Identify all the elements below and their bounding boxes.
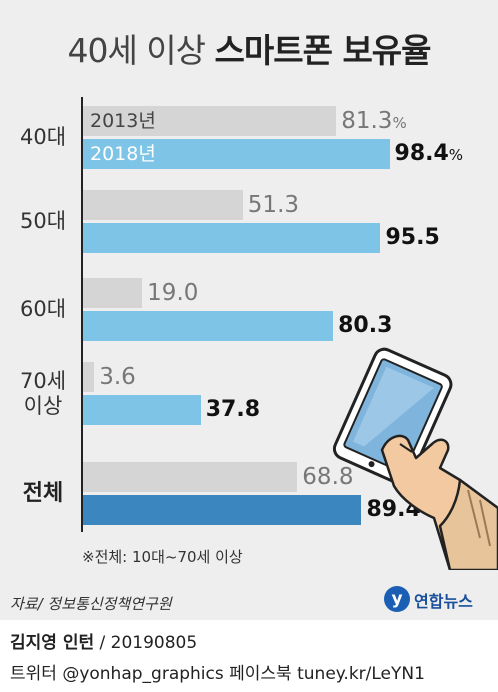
- unit-label: %: [392, 114, 407, 132]
- legend-2013: 2013년: [90, 110, 156, 132]
- category-label-line: 전체: [22, 481, 64, 506]
- value-label-2013: 81.3%: [341, 108, 407, 134]
- value-label-2013: 19.0: [147, 280, 199, 306]
- bar-2013: [83, 190, 243, 220]
- bar-2013: [83, 106, 337, 136]
- value-label-2013: 68.8: [302, 464, 354, 490]
- title-light: 40세 이상: [67, 31, 206, 70]
- footnote: ※전체: 10대~70세 이상: [82, 548, 243, 566]
- bar-2013: [83, 278, 143, 308]
- bar-2018: [83, 311, 334, 341]
- title-bold: 스마트폰 보유율: [214, 31, 432, 70]
- y-axis-line: [81, 97, 83, 532]
- value-label-2013: 51.3: [247, 192, 300, 218]
- category-label-line: 60대: [19, 297, 67, 321]
- chart-title: 40세 이상 스마트폰 보유율: [0, 24, 498, 72]
- bar-2018: [83, 139, 390, 169]
- social-links: 트위터 @yonhap_graphics 페이스북 tuney.kr/LeYN1: [10, 664, 425, 684]
- credit-line: 김지영 인턴 / 20190805: [10, 628, 197, 653]
- yonhap-logo-mark: y: [384, 586, 410, 612]
- category-label: 50대: [8, 209, 78, 234]
- unit-label: %: [448, 146, 464, 164]
- source-label: 자료/ 정보통신정책연구원: [10, 595, 172, 613]
- category-label: 40대: [8, 125, 78, 150]
- value-label-2013: 3.6: [99, 364, 136, 390]
- value-label-2018: 98.4%: [394, 141, 464, 166]
- yonhap-logo-text: 연합뉴스: [414, 592, 473, 611]
- bar-2013: [83, 462, 298, 492]
- legend-2018: 2018년: [90, 143, 156, 165]
- credit-date: / 20190805: [94, 633, 198, 653]
- bar-2018: [83, 495, 362, 525]
- bar-2013: [83, 362, 95, 392]
- bar-2018: [83, 223, 381, 253]
- value-label-2018: 80.3: [338, 313, 393, 338]
- category-label: 전체: [8, 481, 78, 506]
- category-label: 70세 이상: [8, 369, 78, 419]
- category-label-line: 이상: [23, 393, 63, 418]
- value-label-2018: 37.8: [205, 397, 261, 422]
- value-label-2018: 95.5: [385, 225, 440, 250]
- credit-name: 김지영 인턴: [10, 633, 95, 653]
- category-label-line: 70세: [19, 368, 67, 393]
- category-label-line: 50대: [19, 209, 67, 233]
- category-label: 60대: [8, 297, 78, 322]
- category-label-line: 40대: [19, 125, 67, 149]
- bar-2018: [83, 395, 201, 425]
- hand-holding-smartphone-icon: [332, 347, 498, 570]
